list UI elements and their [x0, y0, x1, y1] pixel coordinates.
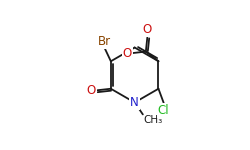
Text: N: N: [130, 96, 139, 109]
Text: Cl: Cl: [158, 104, 170, 117]
Text: O: O: [143, 23, 152, 36]
Text: Br: Br: [98, 35, 112, 48]
Text: O: O: [87, 84, 96, 97]
Text: CH₃: CH₃: [143, 115, 163, 125]
Text: O: O: [122, 47, 132, 60]
